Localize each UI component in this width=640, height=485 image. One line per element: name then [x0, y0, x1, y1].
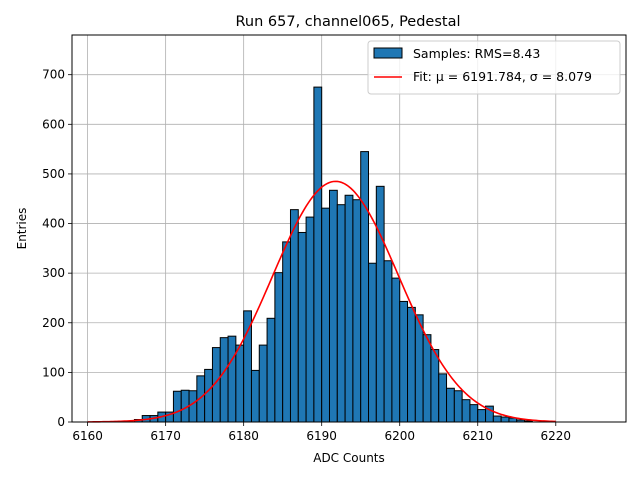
fit-curve [87, 180, 556, 423]
histogram-bar [188, 390, 198, 423]
y-tick-label: 100 [42, 365, 65, 379]
legend-box [367, 40, 621, 95]
histogram-bar [360, 151, 370, 423]
histogram-bar [422, 334, 432, 423]
histogram-bar [469, 404, 479, 423]
histogram-bar [391, 277, 401, 423]
x-axis-ticks: 6160 6170 6180 6190 6200 6210 6220 [72, 422, 571, 443]
y-tick-label: 600 [42, 117, 65, 131]
histogram-bar [383, 260, 393, 423]
histogram-bar [235, 344, 245, 423]
histogram-bar [344, 194, 354, 423]
histogram-bar [172, 390, 182, 423]
histogram-bar [289, 209, 299, 423]
x-tick-label: 6190 [306, 429, 337, 443]
y-tick-label: 700 [42, 68, 65, 82]
chart-title: Run 657, channel065, Pedestal [235, 14, 460, 30]
histogram-bar [274, 272, 284, 423]
x-tick-label: 6160 [72, 429, 103, 443]
legend-samples-swatch [373, 47, 403, 59]
plot-frame [71, 34, 627, 423]
histogram-bar [500, 416, 510, 423]
legend: Samples: RMS=8.43 Fit: μ = 6191.784, σ =… [367, 40, 621, 95]
y-axis-label: Entries [15, 208, 29, 250]
histogram-bar [352, 199, 362, 423]
histogram-bar [297, 231, 307, 423]
histogram-bar [399, 300, 409, 423]
y-tick-label: 0 [57, 415, 65, 429]
histogram-bar [219, 337, 229, 423]
histogram-bar [305, 216, 315, 423]
histogram-bar [461, 399, 471, 423]
histogram-bar [328, 189, 338, 423]
y-tick-label: 400 [42, 217, 65, 231]
histogram-bar [407, 306, 416, 423]
x-tick-label: 6210 [462, 429, 493, 443]
histogram-bar [438, 373, 448, 423]
x-tick-label: 6200 [384, 429, 415, 443]
histogram-bar [368, 262, 377, 423]
histogram-bar [266, 317, 276, 423]
legend-samples-label: Samples: RMS=8.43 [413, 46, 540, 61]
x-axis-label: ADC Counts [313, 451, 385, 465]
histogram-bar [446, 387, 455, 423]
histogram-bar [243, 310, 252, 423]
histogram-bar [250, 369, 260, 423]
y-tick-label: 200 [42, 316, 65, 330]
histogram-bar [336, 204, 346, 423]
histogram-bar [204, 368, 213, 423]
histogram-bar [430, 349, 440, 423]
fit-curve-layer [87, 180, 556, 423]
legend-fit-label: Fit: μ = 6191.784, σ = 8.079 [413, 69, 592, 84]
histogram-bar [321, 207, 330, 423]
histogram-bar [414, 314, 424, 423]
y-axis-ticks: 0 100 200 300 400 500 600 700 [42, 68, 72, 429]
x-tick-label: 6180 [228, 429, 259, 443]
x-tick-label: 6220 [541, 429, 572, 443]
x-tick-label: 6170 [150, 429, 181, 443]
histogram-bar [375, 185, 385, 423]
histogram-bar [282, 241, 291, 423]
histogram-bar [492, 415, 502, 423]
histogram-bar [313, 86, 323, 423]
histogram-bar [227, 335, 237, 423]
y-tick-label: 300 [42, 266, 65, 280]
y-tick-label: 500 [42, 167, 65, 181]
histogram-bar [258, 344, 268, 423]
histogram-bar [453, 390, 463, 423]
histogram-bar [477, 409, 487, 423]
